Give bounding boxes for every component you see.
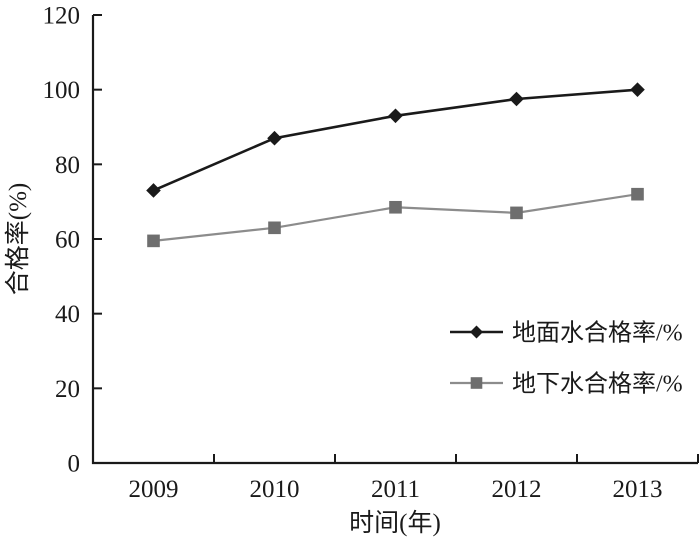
y-tick-label: 60 bbox=[55, 227, 80, 254]
data-point-diamond bbox=[267, 130, 282, 146]
data-point-diamond bbox=[146, 183, 161, 198]
legend-marker-square bbox=[470, 377, 483, 389]
y-tick-label: 40 bbox=[55, 301, 80, 328]
series-line-diamond bbox=[152, 88, 638, 192]
y-tick-label: 120 bbox=[43, 3, 81, 30]
data-point-square bbox=[510, 206, 523, 220]
x-tick-label: 2013 bbox=[613, 476, 663, 503]
series-layer bbox=[146, 82, 645, 248]
data-point-diamond bbox=[509, 91, 524, 107]
y-axis-title: 合格率(%) bbox=[4, 183, 32, 295]
y-tick-label: 100 bbox=[43, 77, 81, 104]
data-point-square bbox=[268, 221, 281, 235]
data-point-square bbox=[631, 187, 644, 201]
legend-label: 地面水合格率/% bbox=[512, 320, 683, 347]
data-point-diamond bbox=[388, 108, 403, 124]
x-axis-title: 时间(年) bbox=[349, 509, 441, 537]
y-tick-label: 20 bbox=[55, 376, 80, 403]
x-tick-label: 2010 bbox=[250, 476, 300, 503]
data-point-square bbox=[389, 200, 402, 214]
x-tick-label: 2011 bbox=[371, 476, 420, 503]
y-tick-label: 0 bbox=[68, 451, 81, 478]
x-tick-label: 2009 bbox=[129, 476, 179, 503]
x-tick-label: 2012 bbox=[492, 476, 542, 503]
data-point-square bbox=[147, 234, 160, 248]
data-point-diamond bbox=[630, 82, 645, 97]
y-tick-label: 80 bbox=[55, 152, 80, 179]
legend-label: 地下水合格率/% bbox=[512, 371, 683, 398]
legend-marker-diamond bbox=[470, 325, 483, 339]
axes-layer: 0 20 40 60 80 100 120 2009 2010 2011 2012 2013 bbox=[43, 3, 699, 503]
chart-legend: 地面水合格率/% 地下水合格率/% bbox=[450, 320, 683, 398]
